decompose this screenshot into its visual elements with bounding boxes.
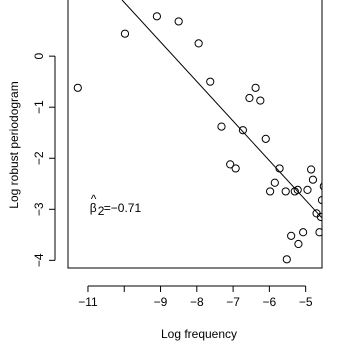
data-point (73, 83, 82, 92)
data-point (294, 239, 303, 249)
y-tick-label: −1 (32, 100, 46, 114)
points-layer (73, 12, 322, 264)
data-point (238, 126, 247, 135)
data-point (206, 77, 215, 86)
beta-annotation: β^2 =−0.71 (90, 192, 142, 218)
data-point (287, 231, 296, 240)
data-point (316, 212, 322, 222)
plot-frame (67, 0, 323, 269)
y-tick-label: 0 (32, 52, 46, 59)
data-point (293, 185, 302, 194)
data-point (152, 12, 161, 21)
x-tick-label: −8 (190, 295, 204, 309)
fit-line-layer (121, 0, 322, 219)
x-tick-label: −6 (263, 295, 277, 309)
beta-symbol: β (90, 201, 97, 215)
data-point (226, 160, 235, 169)
data-point (256, 96, 265, 105)
data-point (245, 93, 254, 103)
data-point (231, 164, 240, 173)
data-point (281, 187, 290, 196)
data-point (275, 164, 284, 173)
data-point (194, 39, 203, 48)
data-point (307, 165, 316, 174)
x-tick-label: −5 (299, 295, 313, 309)
y-axis-title: Log robust periodogram (7, 81, 21, 208)
x-tick-label: −11 (78, 295, 98, 309)
data-point (299, 228, 308, 237)
data-point (319, 182, 322, 190)
data-point (266, 187, 275, 196)
y-tick-label: −4 (32, 253, 46, 267)
data-point (282, 255, 291, 264)
y-tick-label: −3 (32, 202, 46, 216)
data-point (303, 185, 312, 194)
data-point (261, 134, 270, 143)
data-point (317, 196, 322, 205)
x-tick-label: −7 (226, 295, 240, 309)
data-point (174, 17, 183, 26)
regression-line (121, 0, 322, 219)
x-axis-title: Log frequency (161, 327, 237, 341)
x-axis: −11 −9 −8 −7 −6 −5 (78, 285, 313, 309)
data-point (120, 29, 130, 38)
plot-border (67, 0, 323, 269)
data-point (270, 178, 279, 187)
x-tick-label: −9 (154, 295, 168, 309)
y-tick-label: −2 (32, 151, 46, 165)
beta-subscript: 2 (98, 204, 105, 218)
beta-hat: ^ (91, 192, 97, 206)
data-point (315, 228, 322, 237)
data-point (321, 163, 322, 168)
data-point (217, 122, 226, 131)
data-point (308, 175, 318, 184)
y-axis: 0 −1 −2 −3 −4 (32, 52, 56, 267)
data-point (251, 83, 260, 92)
beta-value: =−0.71 (104, 201, 142, 215)
